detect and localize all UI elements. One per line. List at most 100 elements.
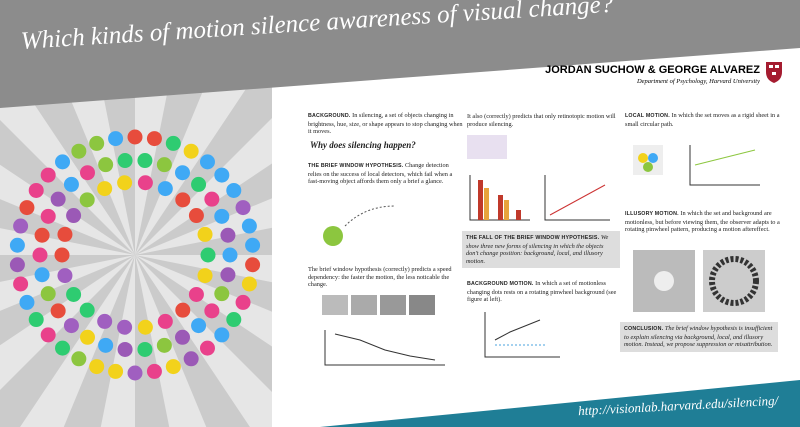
figure-chart bbox=[689, 145, 760, 186]
dot bbox=[117, 319, 133, 335]
dot bbox=[214, 327, 230, 343]
figure-chart bbox=[324, 330, 445, 366]
dot bbox=[9, 237, 25, 253]
dot bbox=[175, 192, 191, 208]
lead: BACKGROUND MOTION. bbox=[467, 281, 534, 287]
dot bbox=[137, 175, 153, 191]
dot bbox=[156, 157, 172, 173]
dot bbox=[80, 329, 95, 345]
dot bbox=[156, 337, 172, 353]
dot bbox=[32, 247, 48, 263]
dot bbox=[50, 303, 66, 319]
dot bbox=[28, 182, 44, 198]
body: In silencing, a set of objects changing … bbox=[308, 112, 463, 136]
dot bbox=[220, 227, 236, 243]
lead: LOCAL MOTION. bbox=[625, 113, 670, 119]
dot bbox=[127, 129, 143, 145]
figure-image bbox=[467, 135, 507, 159]
body: The brief window hypothesis (correctly) … bbox=[308, 266, 452, 289]
dot bbox=[226, 182, 242, 198]
dot bbox=[28, 312, 44, 328]
dot bbox=[137, 319, 153, 335]
body: In which the set and background are moti… bbox=[625, 210, 780, 234]
affiliation: Department of Psychology, Harvard Univer… bbox=[636, 78, 760, 85]
dot bbox=[188, 208, 204, 224]
section: BACKGROUND. In silencing, a set of objec… bbox=[308, 112, 463, 136]
figure-dot bbox=[323, 226, 343, 246]
dot bbox=[71, 351, 87, 367]
dot bbox=[19, 294, 35, 310]
dot bbox=[241, 276, 257, 292]
dot bbox=[66, 208, 82, 224]
figure-chart bbox=[484, 312, 560, 358]
dot bbox=[146, 131, 162, 147]
ray bbox=[0, 164, 135, 255]
section: THE BRIEF WINDOW HYPOTHESIS. Change dete… bbox=[308, 162, 463, 186]
title-banner bbox=[0, 0, 800, 108]
dot bbox=[157, 181, 173, 197]
body: We show three new forms of silencing in … bbox=[466, 234, 609, 265]
dot bbox=[97, 181, 113, 197]
dot bbox=[214, 167, 230, 183]
dot bbox=[13, 218, 29, 234]
dot bbox=[97, 313, 113, 329]
section: ILLUSORY MOTION. In which the set and ba… bbox=[625, 210, 780, 234]
dot bbox=[191, 318, 207, 334]
lead: BACKGROUND. bbox=[308, 113, 351, 119]
dot bbox=[235, 200, 251, 216]
ray bbox=[0, 255, 135, 311]
dot bbox=[80, 165, 95, 181]
dot bbox=[71, 143, 87, 159]
dot bbox=[204, 303, 220, 319]
dot bbox=[226, 312, 242, 328]
lead: CONCLUSION. bbox=[624, 326, 664, 332]
lead: ILLUSORY MOTION. bbox=[625, 211, 679, 217]
dot bbox=[13, 276, 29, 292]
dot bbox=[137, 153, 153, 169]
dot bbox=[241, 218, 257, 234]
section: It also (correctly) predicts that only r… bbox=[467, 113, 617, 128]
dot bbox=[220, 267, 236, 283]
dot bbox=[98, 337, 114, 353]
figure-local bbox=[633, 145, 663, 175]
dot bbox=[40, 208, 56, 224]
dot bbox=[197, 268, 213, 284]
ray bbox=[0, 228, 135, 255]
dot bbox=[245, 257, 261, 273]
body: In which the set moves as a rigid sheet … bbox=[625, 112, 780, 128]
body: Change detection relies on the success o… bbox=[308, 162, 453, 186]
dot bbox=[175, 302, 191, 318]
dot bbox=[63, 318, 79, 334]
lead: THE BRIEF WINDOW HYPOTHESIS. bbox=[308, 163, 404, 169]
dot bbox=[79, 302, 95, 318]
section: The brief window hypothesis (correctly) … bbox=[308, 266, 463, 289]
dot bbox=[245, 237, 261, 253]
body: It also (correctly) predicts that only r… bbox=[467, 113, 616, 128]
dot bbox=[188, 286, 204, 302]
dot bbox=[54, 247, 70, 263]
figure-bars bbox=[478, 180, 521, 220]
dot bbox=[108, 131, 124, 147]
dot bbox=[200, 247, 216, 263]
dot bbox=[199, 340, 215, 356]
footer-band bbox=[320, 380, 800, 427]
dot bbox=[191, 176, 207, 192]
dot bbox=[197, 226, 213, 242]
dot bbox=[57, 268, 73, 284]
dot bbox=[40, 167, 56, 183]
figure-illusory bbox=[633, 250, 765, 312]
dot bbox=[214, 208, 230, 224]
dot bbox=[57, 226, 73, 242]
dot bbox=[98, 157, 114, 173]
dot bbox=[117, 341, 133, 357]
dot bbox=[127, 365, 143, 381]
figure-arrow bbox=[344, 205, 396, 227]
dot bbox=[117, 175, 133, 191]
body: The brief window hypothesis is insuffici… bbox=[624, 325, 773, 349]
dot bbox=[183, 351, 199, 367]
body: In which a set of motionless changing do… bbox=[467, 280, 617, 304]
dot bbox=[108, 363, 124, 379]
dot bbox=[175, 329, 190, 345]
